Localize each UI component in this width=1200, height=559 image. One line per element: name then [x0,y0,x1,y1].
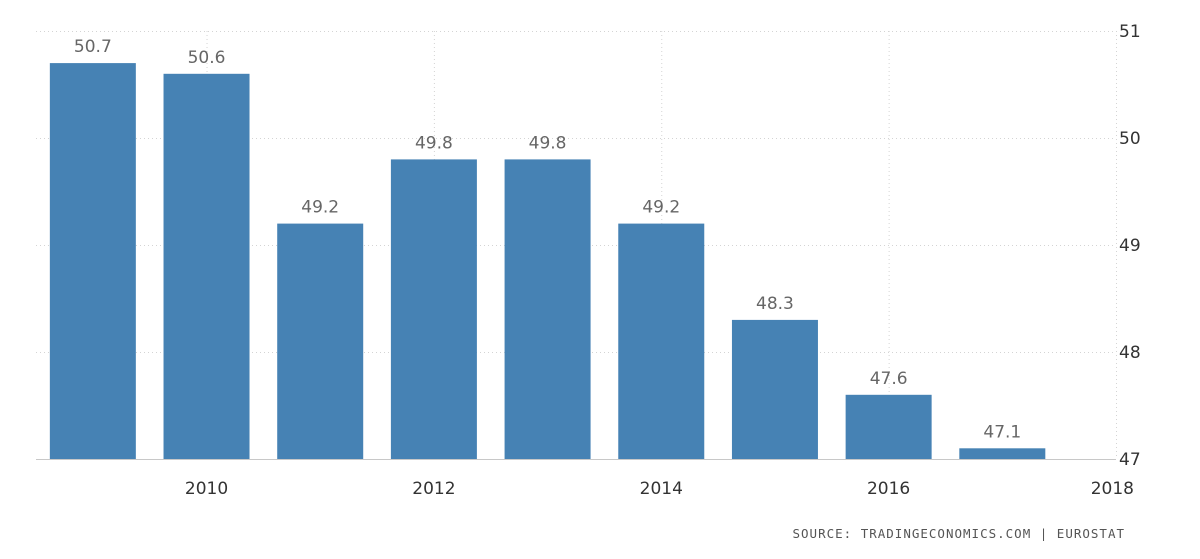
data-label-2014: 49.2 [642,198,680,218]
x-tick-label: 2012 [412,479,455,499]
x-tick-label: 2014 [640,479,683,499]
bar-2016 [845,394,932,459]
bars [49,63,1046,460]
bar-2013 [504,159,591,459]
bar-2011 [277,223,364,459]
bar-2014 [618,223,705,459]
bar-2012 [390,159,477,459]
bar-2009 [49,63,136,459]
y-tick-label: 48 [1119,343,1141,363]
data-label-2013: 49.8 [529,133,567,153]
data-label-2011: 49.2 [301,198,339,218]
data-label-2015: 48.3 [756,294,794,314]
data-labels: 50.7 50.6 49.2 49.8 49.8 49.2 48.3 47.6 47.1 [74,37,1021,442]
x-tick-label: 2016 [867,479,910,499]
y-tick-label: 51 [1119,22,1141,42]
x-tick-label: 2018 [1091,479,1134,499]
x-axis: 2010 2012 2014 2016 2018 [185,479,1134,499]
source-note: SOURCE: TRADINGECONOMICS.COM | EUROSTAT [792,526,1125,541]
data-label-2009: 50.7 [74,37,112,57]
data-label-2016: 47.6 [870,369,908,389]
bar-2010 [163,73,250,460]
y-tick-label: 47 [1119,450,1141,470]
y-tick-label: 50 [1119,129,1141,149]
x-tick-label: 2010 [185,479,228,499]
bar-2017 [959,448,1046,459]
y-tick-label: 49 [1119,236,1141,256]
data-label-2010: 50.6 [188,48,226,68]
y-axis: 47 48 49 50 51 [1119,22,1141,470]
data-label-2017: 47.1 [983,422,1021,442]
data-label-2012: 49.8 [415,133,453,153]
bar-2015 [731,319,818,459]
